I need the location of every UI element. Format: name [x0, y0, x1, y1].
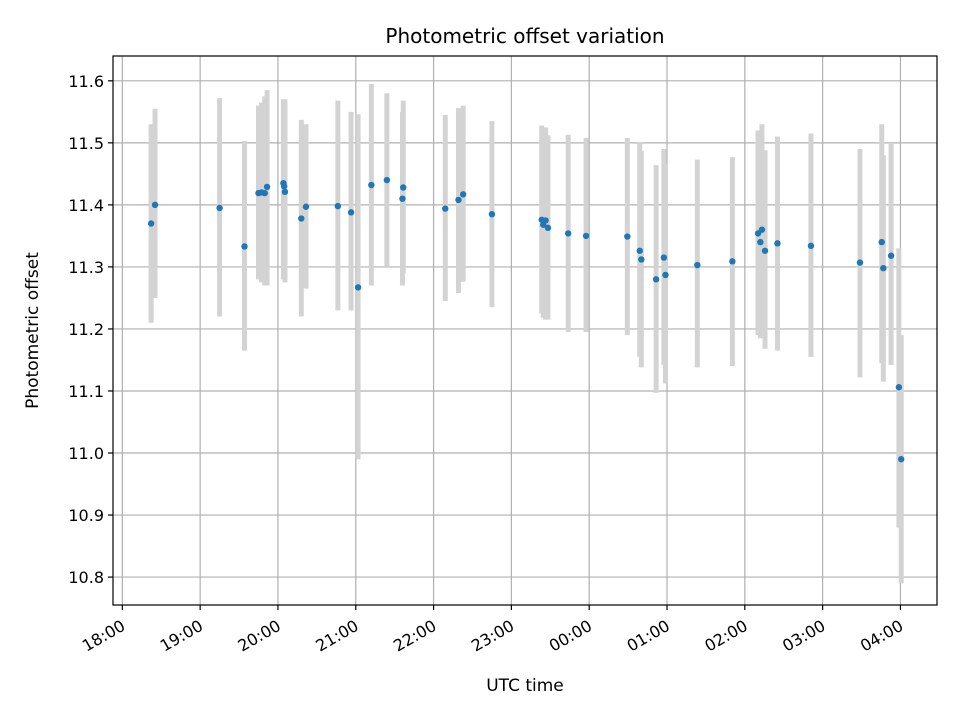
- data-point: [564, 230, 572, 237]
- data-point: [660, 254, 668, 261]
- data-point: [281, 188, 289, 196]
- data-point: [856, 259, 864, 266]
- data-point: [880, 264, 887, 272]
- x-axis-label: UTC time: [486, 676, 564, 696]
- data-point: [280, 183, 288, 190]
- plot-frame: [112, 55, 938, 606]
- data-point: [347, 209, 355, 216]
- data-point: [151, 201, 159, 209]
- data-point: [638, 256, 645, 263]
- data-point: [898, 456, 905, 463]
- data-point: [544, 224, 552, 232]
- data-point: [455, 196, 462, 204]
- data-point: [261, 189, 268, 197]
- data-point: [887, 252, 895, 259]
- y-tick-label: 11.4: [68, 196, 104, 215]
- data-point: [878, 238, 885, 246]
- data-point: [694, 261, 701, 269]
- data-point: [662, 271, 669, 279]
- data-point: [399, 195, 406, 202]
- data-point: [761, 247, 769, 254]
- data-point: [757, 238, 764, 246]
- y-tick-label: 10.9: [68, 506, 104, 525]
- y-tick-label: 10.8: [68, 568, 104, 587]
- data-point: [807, 242, 815, 250]
- y-tick-label: 11.5: [68, 134, 104, 153]
- chart-title: Photometric offset variation: [385, 24, 664, 48]
- data-point: [298, 215, 305, 222]
- data-point: [263, 183, 271, 191]
- data-point: [216, 204, 223, 212]
- data-point: [442, 205, 449, 212]
- data-point: [400, 184, 407, 191]
- data-point: [624, 233, 631, 240]
- data-point: [383, 176, 391, 184]
- y-tick-label: 11.0: [68, 444, 104, 463]
- y-axis-ticks: 10.8 10.9 11.0 11.1 11.2 11.3 11.4 11.5 11.6: [68, 72, 113, 587]
- data-point: [334, 202, 342, 210]
- data-point: [582, 232, 590, 240]
- data-point: [652, 276, 660, 283]
- data-point: [895, 384, 903, 391]
- y-tick-label: 11.2: [68, 320, 104, 339]
- data-point: [774, 240, 781, 247]
- data-point: [368, 181, 375, 189]
- data-point: [758, 226, 766, 233]
- data-point: [488, 210, 496, 218]
- data-point: [241, 243, 248, 250]
- data-point: [354, 284, 362, 291]
- y-axis-label: Photometric offset: [23, 252, 43, 409]
- y-tick-label: 11.1: [68, 382, 104, 401]
- data-point: [459, 191, 467, 198]
- y-tick-label: 11.6: [68, 72, 104, 91]
- data-point: [636, 247, 643, 254]
- data-points: [147, 176, 905, 463]
- data-point: [302, 203, 310, 210]
- data-point: [542, 217, 549, 224]
- data-point: [147, 220, 155, 227]
- data-point: [729, 258, 736, 265]
- y-tick-label: 11.3: [68, 258, 104, 277]
